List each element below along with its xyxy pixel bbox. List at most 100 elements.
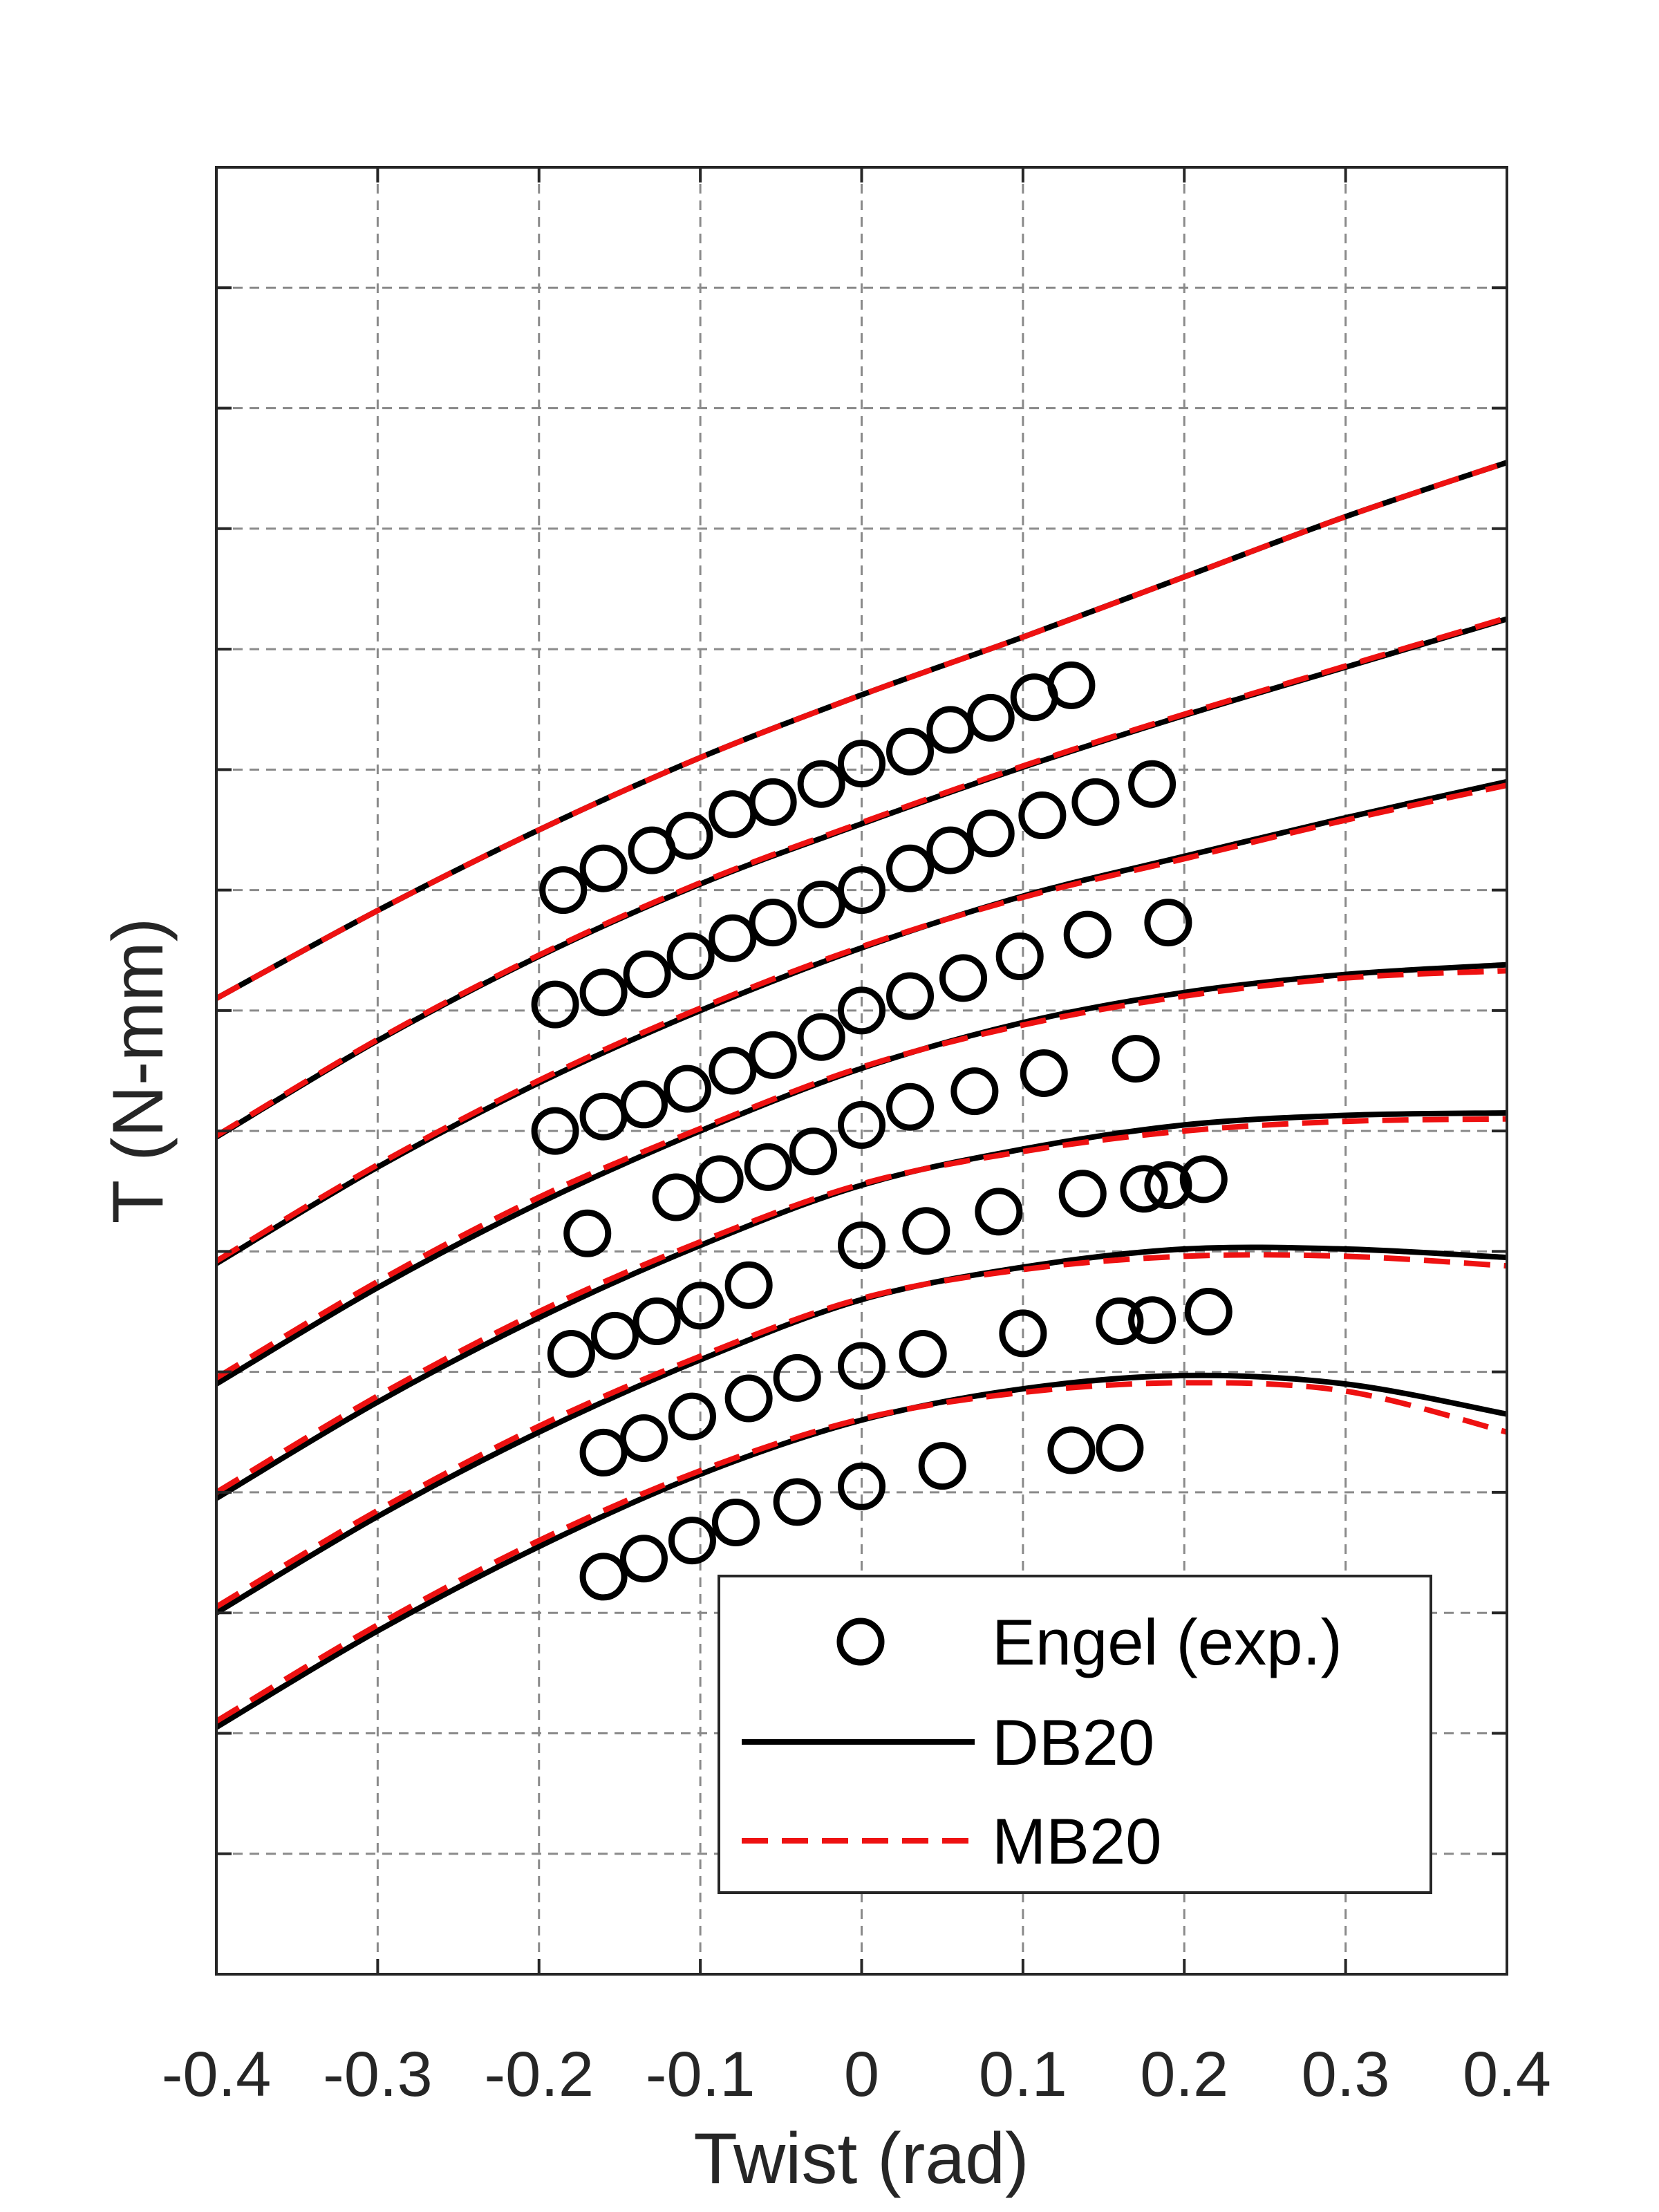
db20-curve-2 xyxy=(216,1244,1507,1615)
engel-point xyxy=(950,1067,999,1116)
engel-point xyxy=(1179,1155,1228,1203)
x-tick-label: -0.1 xyxy=(646,2039,756,2110)
engel-point xyxy=(709,914,757,962)
engel-point xyxy=(749,899,797,947)
engel-point xyxy=(619,1080,668,1129)
engel-point xyxy=(619,1414,668,1463)
engel-point xyxy=(838,866,885,915)
engel-point xyxy=(1018,791,1067,840)
engel-point xyxy=(749,1031,797,1079)
engel-point xyxy=(797,760,845,808)
engel-point xyxy=(1063,910,1112,959)
engel-point xyxy=(838,1342,885,1390)
engel-point xyxy=(709,1047,757,1095)
engel-point xyxy=(1128,1296,1177,1344)
engel-point xyxy=(995,932,1044,980)
engel-point xyxy=(966,809,1015,858)
engel-point xyxy=(886,1082,935,1131)
engel-point xyxy=(1184,1288,1232,1336)
engel-point xyxy=(1144,899,1192,947)
engel-point xyxy=(838,1221,885,1270)
engel-point xyxy=(579,844,628,892)
engel-point xyxy=(724,1374,773,1423)
engel-point xyxy=(619,1535,668,1583)
engel-point xyxy=(676,1282,724,1330)
legend: Engel (exp.) DB20 MB20 xyxy=(718,1575,1432,1894)
x-tick-label: 0.4 xyxy=(1463,2039,1551,2110)
legend-label-mb20: MB20 xyxy=(992,1805,1162,1877)
engel-point xyxy=(1047,661,1096,709)
engel-point xyxy=(838,740,885,788)
engel-point xyxy=(652,1173,700,1221)
x-tick-labels: -0.4 -0.3 -0.2 -0.1 0 0.1 0.2 0.3 0.4 xyxy=(162,2039,1551,2110)
engel-point xyxy=(547,1330,595,1378)
mb20-curve-5 xyxy=(216,782,1507,1264)
engel-point xyxy=(902,1207,950,1255)
engel-point xyxy=(1096,1297,1144,1345)
engel-point xyxy=(797,881,845,929)
engel-point xyxy=(531,980,579,1029)
engel-point xyxy=(939,954,988,1002)
engel-point xyxy=(711,1499,760,1546)
engel-point xyxy=(531,1107,579,1155)
engel-point xyxy=(668,1392,716,1441)
engel-point xyxy=(999,1309,1047,1358)
engel-point xyxy=(1020,1049,1068,1097)
engel-point xyxy=(579,1428,628,1477)
engel-point xyxy=(663,1065,711,1113)
engel-point xyxy=(899,1330,947,1378)
engel-point xyxy=(838,986,885,1035)
engel-point xyxy=(1128,760,1177,808)
engel-point xyxy=(1071,778,1120,826)
engel-point xyxy=(1112,1035,1160,1083)
engel-point xyxy=(1120,1165,1168,1213)
y-axis-label: T (N-mm) xyxy=(98,918,178,1224)
mb20-curve-6 xyxy=(216,615,1507,1138)
plot-frame xyxy=(215,166,1508,1976)
engel-point xyxy=(797,1013,845,1061)
legend-label-engel: Engel (exp.) xyxy=(992,1606,1342,1678)
engel-point xyxy=(1047,1426,1096,1474)
engel-point xyxy=(1144,1161,1192,1210)
engel-point xyxy=(773,1353,821,1402)
x-tick-label: 0.1 xyxy=(979,2039,1067,2110)
engel-point xyxy=(590,1311,639,1360)
db20-curve-4 xyxy=(216,962,1507,1387)
engel-point xyxy=(1058,1170,1107,1218)
engel-point xyxy=(966,693,1015,742)
x-tick-label: -0.4 xyxy=(162,2039,272,2110)
engel-point xyxy=(1096,1423,1144,1472)
model-curves xyxy=(216,460,1507,1730)
engel-point xyxy=(632,1297,681,1345)
db20-curve-3 xyxy=(216,1110,1507,1501)
mb20-curve-7 xyxy=(216,460,1507,1001)
engel-point xyxy=(579,968,628,1017)
engel-point xyxy=(665,812,713,860)
engel-point xyxy=(886,972,935,1020)
legend-label-db20: DB20 xyxy=(992,1706,1154,1779)
engel-point xyxy=(838,1100,885,1149)
x-tick-label: 0.2 xyxy=(1140,2039,1228,2110)
engel-point xyxy=(773,1478,821,1526)
x-tick-label: -0.2 xyxy=(484,2039,594,2110)
engel-point xyxy=(918,1442,966,1490)
engel-point xyxy=(749,778,797,826)
engel-point xyxy=(563,1209,612,1257)
engel-point xyxy=(579,1553,628,1601)
engel-point xyxy=(539,866,588,915)
mb20-curve-1 xyxy=(216,1380,1507,1724)
legend-marker-circle xyxy=(836,1618,885,1666)
x-tick-label: 0 xyxy=(844,2039,879,2110)
engel-point xyxy=(886,727,935,776)
x-tick-label: -0.3 xyxy=(323,2039,433,2110)
engel-point xyxy=(975,1188,1023,1236)
engel-point xyxy=(666,932,715,980)
engel-point xyxy=(789,1127,837,1176)
engel-point xyxy=(695,1155,744,1203)
engel-point xyxy=(668,1517,716,1565)
experimental-points xyxy=(531,661,1232,1601)
engel-point xyxy=(744,1143,792,1191)
engel-point xyxy=(623,950,671,999)
engel-point xyxy=(886,844,935,892)
